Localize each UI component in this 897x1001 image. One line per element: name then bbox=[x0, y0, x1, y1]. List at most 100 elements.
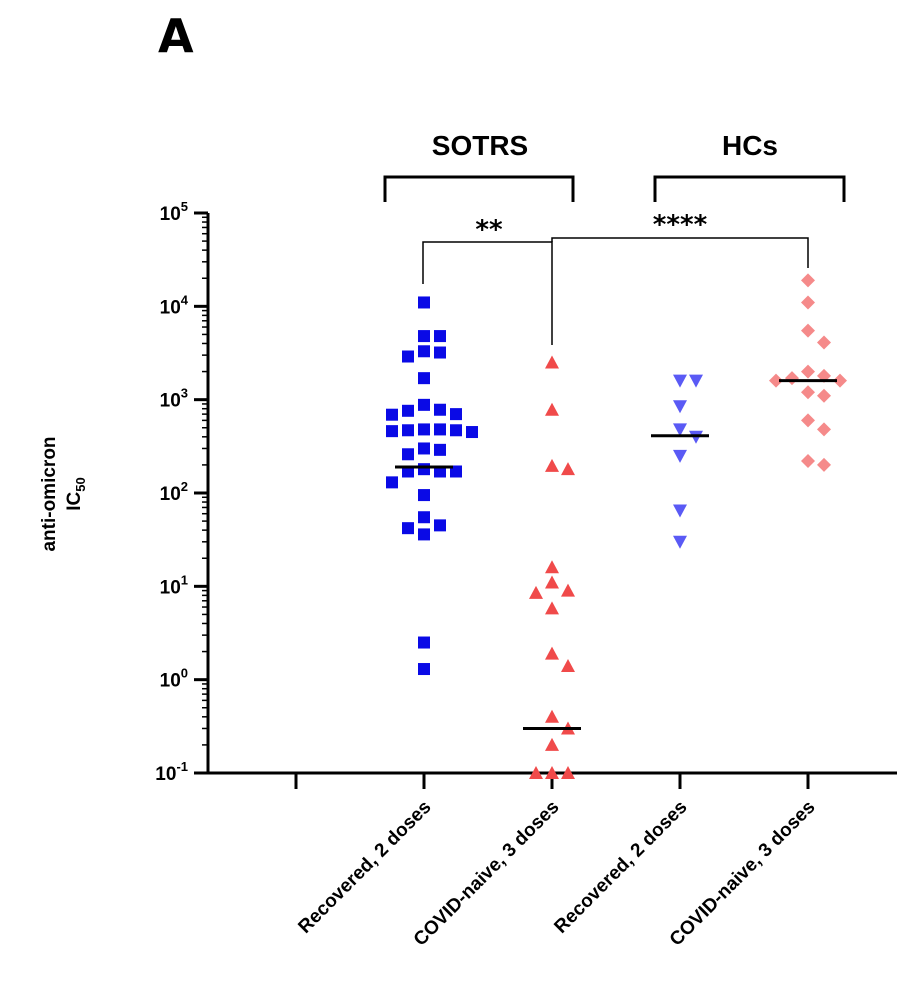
significance-label-2: **** bbox=[653, 210, 708, 240]
data-point bbox=[434, 330, 446, 343]
group-label-sotrs: SOTRS bbox=[432, 130, 528, 161]
y-tick-label: 100 bbox=[160, 666, 188, 692]
x-category-label: Recovered, 2 doses bbox=[550, 797, 691, 938]
data-point bbox=[418, 489, 430, 502]
data-point bbox=[545, 709, 559, 723]
data-point bbox=[402, 404, 414, 417]
data-point bbox=[561, 583, 575, 597]
data-point bbox=[801, 273, 815, 288]
y-tick-label: 103 bbox=[160, 386, 188, 412]
data-point bbox=[418, 345, 430, 358]
y-axis-title-line1: anti-omicron bbox=[39, 436, 60, 551]
data-point bbox=[402, 448, 414, 461]
data-point bbox=[386, 476, 398, 489]
data-point bbox=[561, 766, 575, 779]
median-lines bbox=[395, 379, 837, 730]
data-point bbox=[545, 646, 559, 660]
data-point bbox=[418, 423, 430, 436]
y-tick-label-base: 10 bbox=[160, 391, 181, 412]
y-tick-label-exponent: 3 bbox=[181, 386, 188, 401]
data-point bbox=[673, 374, 687, 388]
data-point bbox=[402, 424, 414, 437]
y-tick-label: 101 bbox=[160, 572, 188, 598]
data-point bbox=[450, 408, 462, 421]
data-point bbox=[801, 385, 815, 400]
y-tick-label-exponent: 5 bbox=[181, 199, 188, 214]
data-point bbox=[545, 560, 559, 574]
significance-bracket-2 bbox=[551, 237, 809, 268]
data-point bbox=[689, 430, 703, 444]
y-axis-title-subscript: 50 bbox=[73, 477, 88, 491]
y-tick-label: 10-1 bbox=[155, 759, 188, 785]
y-tick-label: 105 bbox=[160, 199, 188, 225]
data-point bbox=[545, 766, 559, 779]
data-point bbox=[450, 424, 462, 437]
data-point bbox=[769, 373, 783, 388]
x-category-label: COVID-naive, 3 doses bbox=[410, 797, 564, 951]
data-point bbox=[418, 330, 430, 343]
data-point bbox=[466, 426, 478, 439]
y-axis-title: anti-omicron IC50 bbox=[39, 436, 88, 551]
data-point bbox=[689, 374, 703, 388]
data-point bbox=[545, 601, 559, 615]
data-point bbox=[801, 295, 815, 310]
data-point bbox=[418, 398, 430, 411]
group-brackets: SOTRS HCs bbox=[383, 130, 846, 202]
data-point bbox=[418, 463, 430, 476]
data-point bbox=[529, 585, 543, 599]
data-point bbox=[561, 462, 575, 476]
y-tick-label: 104 bbox=[160, 292, 189, 318]
group-bracket-hcs: HCs bbox=[653, 130, 846, 202]
data-point bbox=[817, 457, 831, 472]
data-point bbox=[801, 364, 815, 379]
significance-brackets: ** **** bbox=[422, 210, 809, 345]
data-point bbox=[402, 465, 414, 478]
data-point bbox=[434, 465, 446, 478]
y-tick-label-exponent: 4 bbox=[181, 292, 189, 307]
data-point bbox=[561, 659, 575, 673]
data-point bbox=[673, 449, 687, 463]
y-tick-label-exponent: 2 bbox=[181, 479, 188, 494]
y-tick-label-base: 10 bbox=[155, 764, 176, 785]
y-tick-label-base: 10 bbox=[160, 204, 181, 225]
data-point bbox=[418, 442, 430, 455]
data-point bbox=[418, 528, 430, 541]
data-point bbox=[545, 355, 559, 369]
data-point bbox=[386, 408, 398, 421]
group-bracket-hcs-line bbox=[653, 175, 846, 202]
data-point bbox=[545, 458, 559, 472]
panel-label: A bbox=[158, 9, 194, 63]
data-point bbox=[817, 388, 831, 403]
data-point bbox=[434, 346, 446, 359]
x-category-label: COVID-naive, 3 doses bbox=[666, 797, 820, 951]
data-point bbox=[434, 403, 446, 416]
data-point bbox=[529, 766, 543, 779]
y-tick-label-base: 10 bbox=[160, 577, 181, 598]
data-point bbox=[801, 323, 815, 338]
data-point bbox=[418, 296, 430, 309]
data-point bbox=[402, 350, 414, 363]
data-point bbox=[801, 454, 815, 469]
y-tick-label-base: 10 bbox=[160, 297, 181, 318]
data-point bbox=[545, 575, 559, 589]
data-point bbox=[418, 636, 430, 649]
group-label-hcs: HCs bbox=[722, 130, 778, 161]
data-points bbox=[386, 273, 847, 779]
data-point bbox=[673, 400, 687, 414]
data-point bbox=[434, 519, 446, 532]
x-category-label: Recovered, 2 doses bbox=[294, 797, 435, 938]
data-point bbox=[673, 504, 687, 518]
y-tick-label-exponent: 0 bbox=[181, 666, 188, 681]
y-tick-label: 102 bbox=[160, 479, 188, 505]
significance-label-1: ** bbox=[475, 215, 503, 245]
data-point bbox=[817, 335, 831, 350]
data-point bbox=[386, 425, 398, 438]
data-point bbox=[801, 413, 815, 428]
y-axis-title-line2: IC50 bbox=[64, 477, 88, 510]
data-point bbox=[545, 402, 559, 416]
data-point bbox=[450, 465, 462, 478]
data-point bbox=[418, 663, 430, 676]
